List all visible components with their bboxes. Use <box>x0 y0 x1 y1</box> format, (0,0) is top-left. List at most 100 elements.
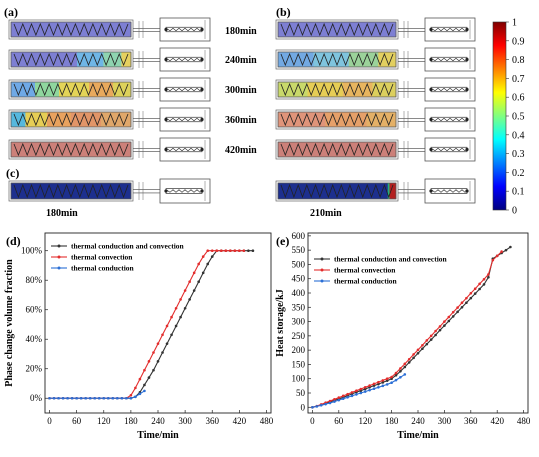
legend-marker <box>57 244 61 248</box>
exchanger-port <box>429 87 433 92</box>
data-point <box>129 393 133 397</box>
data-point <box>143 383 146 387</box>
pcm-region <box>278 183 389 199</box>
legend-item-0: thermal conduction and convection <box>51 242 185 251</box>
colorbar-tick-label: 1 <box>512 18 517 29</box>
data-point <box>324 402 327 406</box>
data-point <box>394 371 398 375</box>
data-point <box>156 342 160 345</box>
data-point <box>311 405 314 409</box>
exchanger-port <box>465 57 469 62</box>
data-point <box>390 375 393 379</box>
x-tick-label: 480 <box>260 416 274 426</box>
data-point <box>152 368 155 372</box>
tank-border <box>10 51 132 68</box>
snapshot-b-4 <box>275 137 476 162</box>
pcm-region <box>121 52 132 67</box>
data-point <box>412 356 415 360</box>
exchanger-port <box>164 57 168 62</box>
x-tick-label: 420 <box>233 416 247 426</box>
data-point <box>443 320 446 323</box>
y-tick-label: 600 <box>292 231 306 241</box>
time-label-420: 420min <box>225 145 257 156</box>
data-point <box>251 249 255 253</box>
pcm-region <box>389 183 397 199</box>
snapshot-a-2 <box>8 77 211 102</box>
colorbar-tick-label: 0.2 <box>512 168 525 179</box>
series-line <box>312 251 502 408</box>
colorbar: 1 0.9 0.8 0.7 0.6 0.5 0.4 0.3 0.2 0.1 0 <box>492 18 525 217</box>
data-point <box>412 353 415 356</box>
y-tick-label: 40% <box>26 334 43 344</box>
data-point <box>482 277 486 281</box>
legend-label: thermal conduction <box>334 277 398 286</box>
y-tick-label: 350 <box>292 302 306 312</box>
data-point <box>465 301 468 305</box>
legend-label: thermal convection <box>71 253 133 262</box>
x-tick-label: 420 <box>490 416 504 426</box>
plot-area <box>311 245 512 409</box>
data-point <box>359 391 363 395</box>
data-point <box>337 396 341 399</box>
data-point <box>66 396 69 400</box>
legend-item-2: thermal conduction <box>51 264 135 273</box>
data-point <box>97 396 101 400</box>
x-tick-label: 120 <box>358 416 372 426</box>
data-point <box>377 385 380 389</box>
colorbar-tick-label: 0.5 <box>512 112 525 123</box>
exchanger-coil <box>166 57 204 62</box>
data-point <box>179 315 182 319</box>
x-tick-label: 0 <box>47 416 52 426</box>
y-tick-label: 400 <box>292 288 306 298</box>
panel-label-d: (d) <box>6 234 21 248</box>
simulation-snapshots <box>8 17 476 204</box>
exchanger-port <box>429 189 433 193</box>
snapshot-b-1 <box>275 47 476 72</box>
data-point <box>156 360 160 363</box>
pcm-region <box>378 52 397 67</box>
data-point <box>143 368 146 372</box>
exchanger-coil <box>431 87 469 92</box>
exchanger-port <box>200 57 204 62</box>
data-point <box>447 315 451 319</box>
y-tick-label: 300 <box>292 317 306 327</box>
legend-marker <box>57 255 61 259</box>
legend-marker <box>320 268 324 272</box>
pcm-region <box>47 112 72 127</box>
data-point <box>346 395 349 399</box>
snapshot-c-left <box>8 178 211 204</box>
exchanger-coil <box>431 147 469 152</box>
colorbar-gradient <box>492 21 507 211</box>
data-point <box>106 396 110 400</box>
data-point <box>134 395 137 399</box>
heating-coil <box>280 112 394 127</box>
exchanger-port <box>200 117 204 122</box>
data-point <box>147 376 151 379</box>
data-point <box>403 362 407 366</box>
y-tick-label: 0% <box>30 393 43 403</box>
data-point <box>192 271 196 275</box>
data-point <box>350 391 354 394</box>
data-point <box>79 396 83 400</box>
snapshot-c-right <box>275 178 476 204</box>
data-point <box>328 399 332 403</box>
data-point <box>425 339 429 342</box>
data-point <box>215 249 219 253</box>
exchanger-port <box>164 117 168 122</box>
panel-c-time-left: 180min <box>46 208 78 219</box>
data-point <box>328 401 332 405</box>
data-point <box>355 389 358 393</box>
pcm-region <box>113 82 132 97</box>
data-point <box>487 275 490 279</box>
data-point <box>438 325 442 328</box>
x-tick-label: 360 <box>205 416 219 426</box>
heating-coil <box>13 82 129 97</box>
data-point <box>134 386 137 390</box>
series-line <box>49 250 253 399</box>
data-point <box>238 249 241 253</box>
tank-border <box>10 111 132 128</box>
heat-exchanger <box>159 47 211 72</box>
exchanger-port <box>200 87 204 92</box>
data-point <box>197 262 200 266</box>
data-point <box>147 360 151 363</box>
